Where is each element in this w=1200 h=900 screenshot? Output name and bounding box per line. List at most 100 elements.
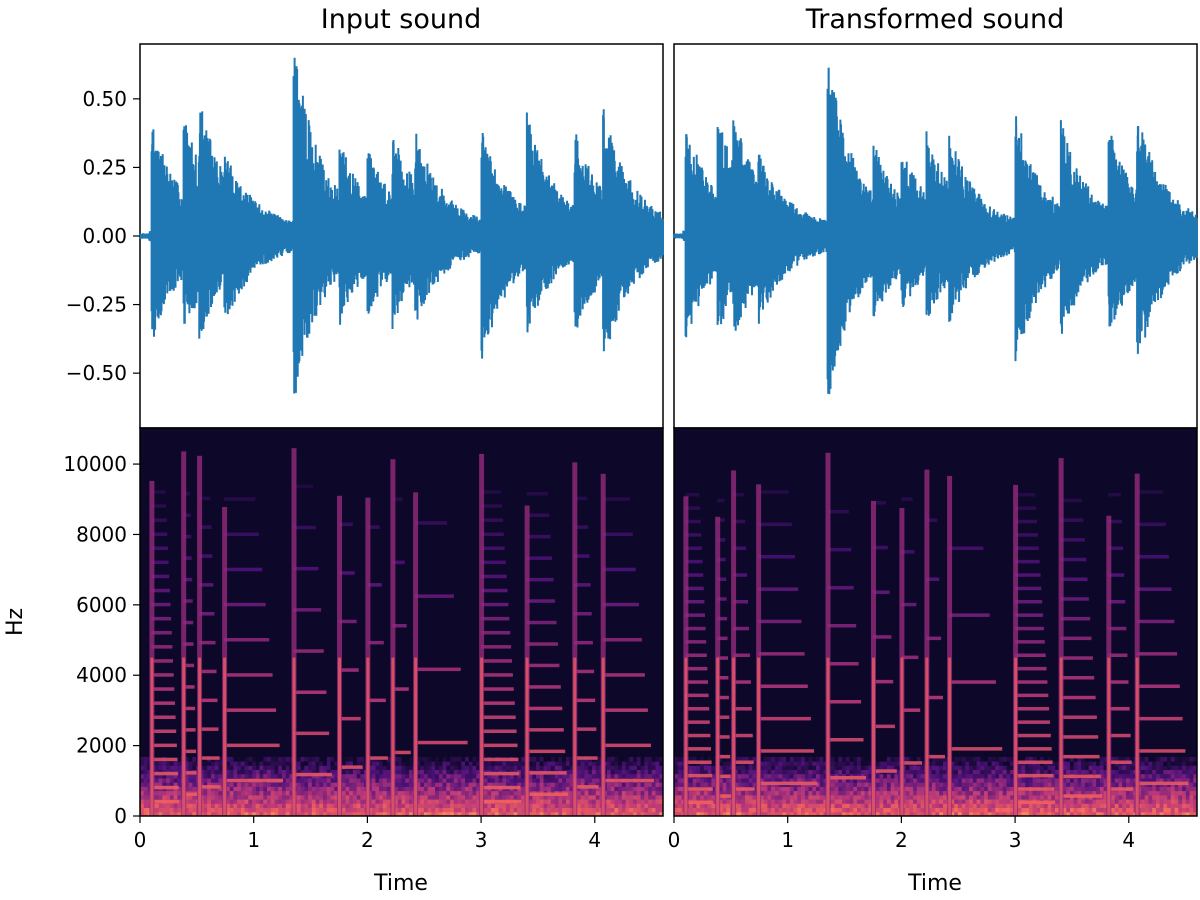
spectrogram-cell (237, 811, 242, 817)
spectrogram-cell (943, 803, 948, 808)
spectrogram-cell (726, 782, 731, 787)
spectrogram-cell (812, 761, 817, 766)
spectrogram-cell (752, 790, 757, 796)
spectrogram-cell (1118, 807, 1123, 813)
spectrogram-cell (1178, 769, 1183, 775)
spectrogram-cell (1141, 807, 1146, 813)
spectrogram-cell (741, 794, 746, 800)
spectrogram-cell (1148, 786, 1153, 792)
spectrogram-cell (468, 765, 473, 770)
spectrogram-cell (1114, 790, 1119, 796)
spectrogram-cell (1144, 803, 1149, 808)
spectrogram-cell (659, 794, 664, 800)
spectrogram-cell (610, 811, 615, 817)
spectrogram-cell (595, 794, 600, 800)
harmonic-streak (685, 800, 714, 805)
spectrogram-cell (741, 765, 746, 770)
spectrogram-cell (1017, 756, 1022, 762)
spectrogram-cell (143, 769, 148, 775)
spectrogram-cell (928, 769, 933, 775)
spectrogram-cell (476, 786, 481, 792)
spectrogram-cell (1118, 756, 1123, 762)
spectrogram-cell (816, 803, 821, 808)
spectrogram-cell (360, 756, 365, 762)
spectrogram-cell (166, 782, 171, 787)
spectrogram-cell (931, 782, 936, 787)
spectrogram-cell (1152, 773, 1157, 779)
spectrogram-cell (995, 782, 1000, 787)
spectrogram-cell (726, 778, 731, 783)
spectrogram-cell (1189, 807, 1194, 813)
harmonic-streak (873, 769, 897, 773)
spectrogram-cell (1047, 807, 1052, 813)
spectrogram-cell (244, 765, 249, 770)
spectrogram-cell (352, 790, 358, 796)
spectrogram-cell (1129, 782, 1134, 787)
spectrogram-cell (375, 803, 380, 808)
spectrogram-cell (438, 765, 444, 770)
spectrogram-cell (267, 769, 272, 775)
spectrogram-cell (969, 773, 974, 779)
spectrogram-cell (621, 794, 627, 800)
spectrogram-cell (1099, 782, 1105, 787)
spectrogram-cell (140, 790, 145, 796)
spectrogram-cell (218, 782, 223, 787)
spectrogram-cell (864, 778, 869, 783)
spectrogram-cell (931, 811, 936, 817)
spectrogram-cell (267, 790, 272, 796)
spectrogram-cell (621, 756, 627, 762)
spectrogram-cell (864, 761, 869, 766)
spectrogram-cell (229, 761, 234, 766)
spectrogram-cell (595, 811, 600, 817)
spectrogram-cell (319, 794, 324, 800)
spectrogram-cell (816, 782, 821, 787)
harmonic-streak (1015, 680, 1048, 684)
spectrogram-cell (282, 786, 287, 792)
spectrogram-cell (636, 811, 641, 817)
spectrogram-cell (558, 811, 563, 817)
spectrogram-cell (1002, 782, 1007, 787)
spectrogram-cell (972, 786, 978, 792)
spectrogram-cell (614, 765, 619, 770)
spectrogram-cell (457, 803, 462, 808)
spectrogram-cell (838, 790, 843, 796)
spectrogram-cell (913, 790, 918, 796)
harmonic-streak (717, 636, 728, 641)
spectrogram-cell (311, 807, 316, 813)
spectrogram-cell (532, 799, 537, 804)
spectrogram-cell (330, 769, 335, 775)
spectrogram-cell (969, 782, 974, 787)
spectrogram-cell (285, 807, 290, 813)
spectrogram-cell (1077, 769, 1082, 775)
spectrogram-cell (154, 778, 160, 783)
spectrogram-cell (323, 794, 328, 800)
harmonic-streak (151, 574, 170, 579)
onset-burst-core (757, 657, 761, 816)
spectrogram-cell (1070, 765, 1075, 770)
spectrogram-cell (446, 790, 451, 796)
spectrogram-cell (558, 786, 563, 792)
harmonic-streak (481, 518, 503, 522)
spectrogram-cell (285, 794, 290, 800)
spectrogram-cell (1170, 765, 1175, 770)
spectrogram-cell (752, 761, 757, 766)
harmonic-streak (1015, 747, 1052, 751)
spectrogram-cell (1096, 803, 1101, 808)
spectrogram-cell (296, 756, 302, 762)
spectrogram-cell (259, 756, 264, 762)
spectrogram-cell (774, 756, 780, 762)
spectrogram-cell (845, 811, 850, 817)
spectrogram-cell (752, 782, 757, 787)
spectrogram-cell (162, 811, 167, 817)
harmonic-streak (481, 574, 507, 579)
spectrogram-cell (868, 782, 873, 787)
onset-burst-core (573, 657, 577, 816)
spectrogram-cell (789, 756, 794, 762)
spectrogram-cell (550, 799, 556, 804)
spectrogram-cell (435, 807, 440, 813)
spectrogram-cell (674, 803, 679, 808)
spectrogram-cell (431, 765, 436, 770)
spectrogram-cell (1155, 794, 1161, 800)
spectrogram-cell (513, 778, 518, 783)
spectrogram-cell (677, 773, 682, 779)
